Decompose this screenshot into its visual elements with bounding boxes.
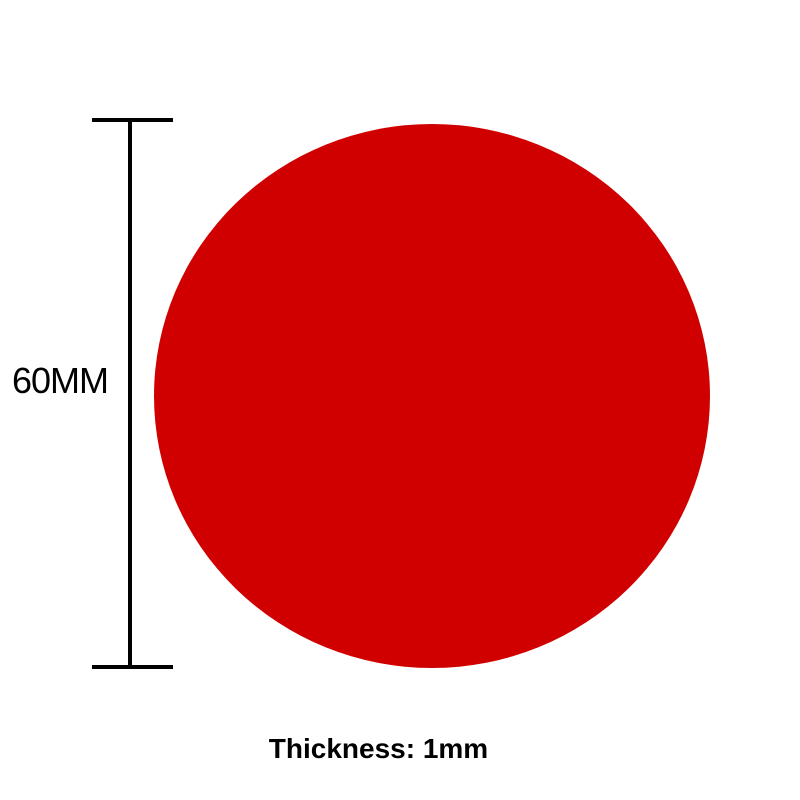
dimension-line: [128, 119, 132, 668]
diameter-label: 60MM: [12, 360, 109, 401]
thickness-caption: Thickness: 1mm: [268, 733, 489, 764]
red-disc: [154, 124, 710, 668]
dimension-cap-bottom: [92, 665, 173, 669]
dimension-cap-top: [92, 118, 173, 122]
